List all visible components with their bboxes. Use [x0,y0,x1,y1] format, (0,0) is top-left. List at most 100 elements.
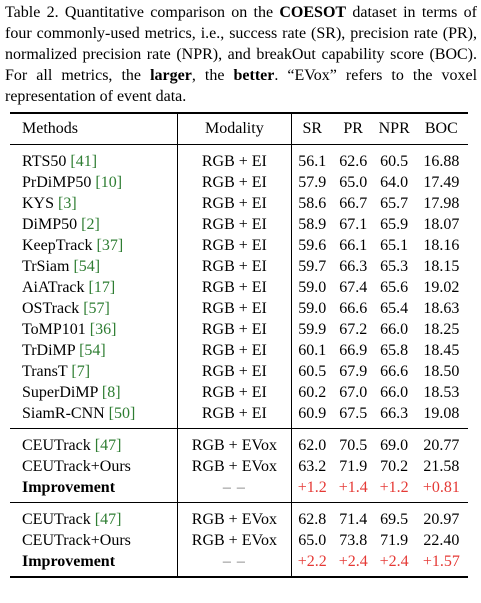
modality-cell: RGB + EI [177,403,292,429]
pr-cell: 66.1 [339,237,368,254]
table-row: OSTrack [57] RGB + EI 59.0 66.6 65.4 18.… [10,298,468,319]
boc-cell: 20.97 [414,502,468,530]
method-ref[interactable]: [3] [58,195,77,212]
method-name: KYS [22,195,55,212]
table-row: KYS [3] RGB + EI 58.6 66.7 65.7 17.98 [10,193,468,214]
modality-cell: RGB + EI [177,298,292,319]
method-name: KeepTrack [22,237,93,254]
table-row: CEUTrack [47] RGB + EVox 62.0 70.5 69.0 … [10,428,468,456]
method-ref[interactable]: [37] [96,237,124,254]
modality-cell: RGB + EI [177,361,292,382]
method-name: TrDiMP [22,342,76,359]
caption-dataset: COESOT [279,4,347,21]
method-name: TransT [22,363,68,380]
npr-cell: 65.8 [380,342,409,359]
boc-cell: 19.08 [423,405,460,422]
table-row: TransT [7] RGB + EI 60.5 67.9 66.6 18.50 [10,361,468,382]
method-ref[interactable]: [47] [94,437,122,454]
boc-cell: 21.58 [423,458,460,475]
caption-text-4: . “EVox” refers to the voxel representat… [5,67,478,105]
npr-cell: 69.0 [373,428,415,456]
method-name: RTS50 [22,153,67,170]
header-sr: SR [291,112,333,145]
pr-cell: 67.1 [339,216,368,233]
boc-cell: 18.25 [423,321,460,338]
pr-cell: 67.4 [339,279,368,296]
modality-cell: RGB + EI [177,214,292,235]
modality-cell: RGB + EI [177,144,292,172]
method-cell: KeepTrack [37] [10,235,179,256]
method-name: SiamR-CNN [22,405,105,422]
sr-cell: 59.6 [298,237,327,254]
npr-cell: 66.3 [380,405,409,422]
pr-cell: 71.4 [332,502,374,530]
table-row: ToMP101 [36] RGB + EI 59.9 67.2 66.0 18.… [10,319,468,340]
method-ref[interactable]: [36] [89,321,117,338]
header-boc: BOC [414,112,468,145]
method-name: CEUTrack+Ours [10,530,179,551]
method-name: OSTrack [22,300,80,317]
sr-cell: 59.0 [298,279,327,296]
caption-larger: larger [150,67,192,84]
method-ref[interactable]: [54] [79,342,106,359]
modality-cell: RGB + EI [177,256,292,277]
method-cell: TrDiMP [54] [10,340,179,361]
sr-cell: 59.7 [298,258,327,275]
method-cell: TransT [7] [10,361,179,382]
npr-cell: +1.2 [379,479,409,496]
method-ref[interactable]: [8] [101,384,121,401]
npr-cell: 65.7 [380,195,409,212]
pr-cell: 70.5 [332,428,374,456]
method-ref[interactable]: [10] [95,174,123,191]
method-name: ToMP101 [22,321,86,338]
boc-cell: 18.63 [423,300,460,317]
pr-cell: 67.9 [339,363,368,380]
modality-cell: – – [177,477,292,503]
modality-cell: RGB + EVox [177,502,292,530]
header-modality: Modality [177,112,292,145]
results-table: Methods Modality SR PR NPR BOC RTS50 [41… [10,112,468,578]
sr-cell: +2.2 [291,551,333,578]
method-name: SuperDiMP [22,384,98,401]
method-ref[interactable]: [7] [71,363,91,380]
pr-cell: 67.5 [339,405,368,422]
method-name: DiMP50 [22,216,78,233]
modality-cell: RGB + EI [177,319,292,340]
method-cell: SuperDiMP [8] [10,382,179,403]
method-ref[interactable]: [57] [83,300,110,317]
method-ref[interactable]: [17] [88,279,116,296]
method-ref[interactable]: [54] [73,258,101,275]
header-pr: PR [332,112,374,145]
modality-cell: RGB + EI [177,193,292,214]
sr-cell: 59.9 [298,321,327,338]
method-ref[interactable]: [2] [81,216,100,233]
boc-cell: 18.53 [423,384,460,401]
header-npr: NPR [373,112,415,145]
header-row: Methods Modality SR PR NPR BOC [10,112,468,145]
boc-cell: +1.57 [414,551,468,578]
improvement-label: Improvement [10,477,179,503]
npr-cell: 70.2 [380,458,409,475]
pr-cell: 67.0 [339,384,368,401]
method-ref[interactable]: [47] [94,511,122,528]
table-row: CEUTrack [47] RGB + EVox 62.8 71.4 69.5 … [10,502,468,530]
method-name: AiATrack [22,279,85,296]
method-cell: ToMP101 [36] [10,319,179,340]
sr-cell: 60.2 [298,384,327,401]
table-row: SiamR-CNN [50] RGB + EI 60.9 67.5 66.3 1… [10,403,468,429]
pr-cell: 66.6 [339,300,368,317]
pr-cell: 65.0 [339,174,368,191]
improvement-row: Improvement – – +2.2 +2.4 +2.4 +1.57 [10,551,468,578]
sr-cell: 59.0 [298,300,327,317]
method-ref[interactable]: [50] [108,405,136,422]
method-ref[interactable]: [41] [70,153,98,170]
boc-cell: 18.45 [423,342,460,359]
table-row: PrDiMP50 [10] RGB + EI 57.9 65.0 64.0 17… [10,172,468,193]
sr-cell: 58.9 [298,216,327,233]
method-cell: TrSiam [54] [10,256,179,277]
boc-cell: 17.98 [423,195,460,212]
boc-cell: 18.07 [423,216,460,233]
method-name: CEUTrack [22,437,91,454]
boc-cell: 18.15 [423,258,460,275]
pr-cell: +2.4 [332,551,374,578]
